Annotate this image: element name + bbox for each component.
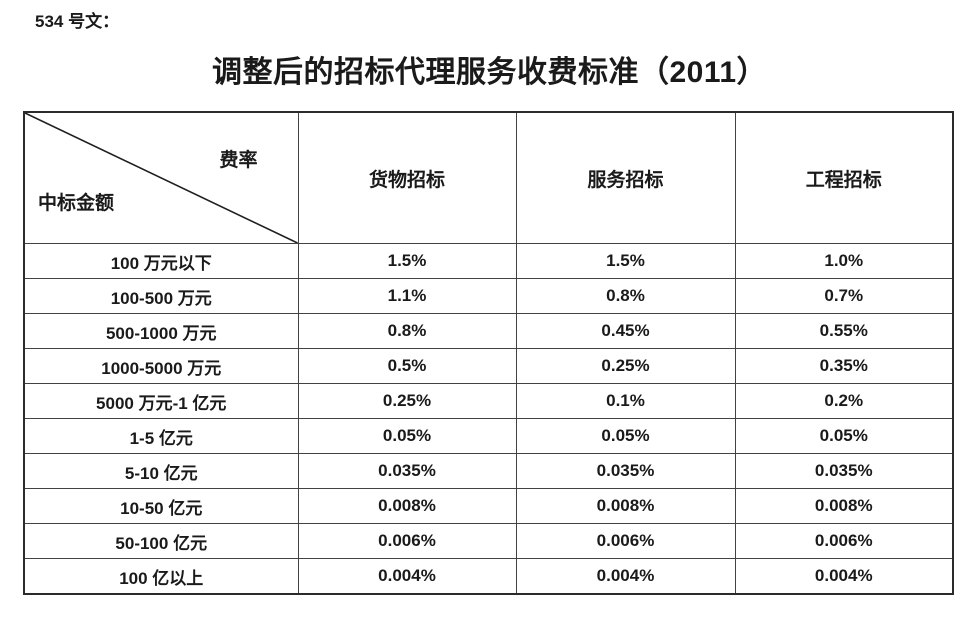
column-header-engineering: 工程招标 — [734, 111, 954, 244]
table-row: 1000-5000 万元 0.5% 0.25% 0.35% — [23, 348, 954, 384]
rate-cell: 0.004% — [297, 558, 517, 595]
rate-cell: 0.25% — [297, 383, 517, 419]
rate-cell: 0.55% — [734, 313, 954, 349]
doc-number-label: 534 号文： — [35, 12, 120, 31]
rate-cell: 0.8% — [297, 313, 517, 349]
rate-cell: 0.1% — [515, 383, 736, 419]
rate-cell: 0.035% — [297, 453, 517, 489]
row-label: 100 亿以上 — [23, 558, 299, 595]
rate-cell: 1.5% — [297, 243, 517, 279]
rate-cell: 0.006% — [297, 523, 517, 559]
rate-cell: 0.008% — [297, 488, 517, 524]
row-label: 50-100 亿元 — [23, 523, 299, 559]
corner-label-bid-amount: 中标金额 — [38, 193, 115, 214]
row-label: 500-1000 万元 — [23, 313, 299, 349]
rate-cell: 1.0% — [734, 243, 954, 279]
rate-cell: 0.35% — [734, 348, 954, 384]
row-label: 100-500 万元 — [23, 278, 299, 314]
corner-label-rate: 费率 — [219, 150, 258, 171]
rate-cell: 0.008% — [734, 488, 954, 524]
table-row: 5000 万元-1 亿元 0.25% 0.1% 0.2% — [23, 383, 954, 419]
column-header-services: 服务招标 — [515, 111, 736, 244]
rate-cell: 0.7% — [734, 278, 954, 314]
rate-cell: 1.1% — [297, 278, 517, 314]
row-label: 10-50 亿元 — [23, 488, 299, 524]
rate-cell: 0.05% — [515, 418, 736, 454]
rate-cell: 0.25% — [515, 348, 736, 384]
rate-cell: 0.004% — [734, 558, 954, 595]
rate-cell: 0.8% — [515, 278, 736, 314]
header-row: 费率 中标金额 货物招标 服务招标 工程招标 — [23, 111, 954, 244]
rate-cell: 0.45% — [515, 313, 736, 349]
table-row: 10-50 亿元 0.008% 0.008% 0.008% — [23, 488, 954, 524]
table-row: 100 亿以上 0.004% 0.004% 0.004% — [23, 558, 954, 595]
row-label: 5000 万元-1 亿元 — [23, 383, 299, 419]
rate-cell: 0.5% — [297, 348, 517, 384]
table-body: 100 万元以下 1.5% 1.5% 1.0% 100-500 万元 1.1% … — [23, 243, 954, 595]
row-label: 100 万元以下 — [23, 243, 299, 279]
table-row: 500-1000 万元 0.8% 0.45% 0.55% — [23, 313, 954, 349]
fee-rate-table: 费率 中标金额 货物招标 服务招标 工程招标 100 万元以下 1.5% 1.5… — [23, 111, 954, 595]
rate-cell: 0.008% — [515, 488, 736, 524]
rate-cell: 0.05% — [734, 418, 954, 454]
rate-cell: 0.006% — [515, 523, 736, 559]
rate-cell: 0.05% — [297, 418, 517, 454]
corner-header-cell: 费率 中标金额 — [23, 111, 299, 244]
table-row: 5-10 亿元 0.035% 0.035% 0.035% — [23, 453, 954, 489]
rate-cell: 1.5% — [515, 243, 736, 279]
page-title: 调整后的招标代理服务收费标准（2011） — [211, 56, 768, 89]
row-label: 1-5 亿元 — [23, 418, 299, 454]
rate-cell: 0.035% — [734, 453, 954, 489]
rate-cell: 0.004% — [515, 558, 736, 595]
rate-cell: 0.035% — [515, 453, 736, 489]
row-label: 1000-5000 万元 — [23, 348, 299, 384]
rate-cell: 0.006% — [734, 523, 954, 559]
table-row: 1-5 亿元 0.05% 0.05% 0.05% — [23, 418, 954, 454]
rate-cell: 0.2% — [734, 383, 954, 419]
table-row: 100-500 万元 1.1% 0.8% 0.7% — [23, 278, 954, 314]
table-row: 50-100 亿元 0.006% 0.006% 0.006% — [23, 523, 954, 559]
table-row: 100 万元以下 1.5% 1.5% 1.0% — [23, 243, 954, 279]
row-label: 5-10 亿元 — [23, 453, 299, 489]
diagonal-divider-line — [25, 113, 298, 243]
column-header-goods: 货物招标 — [297, 111, 517, 244]
